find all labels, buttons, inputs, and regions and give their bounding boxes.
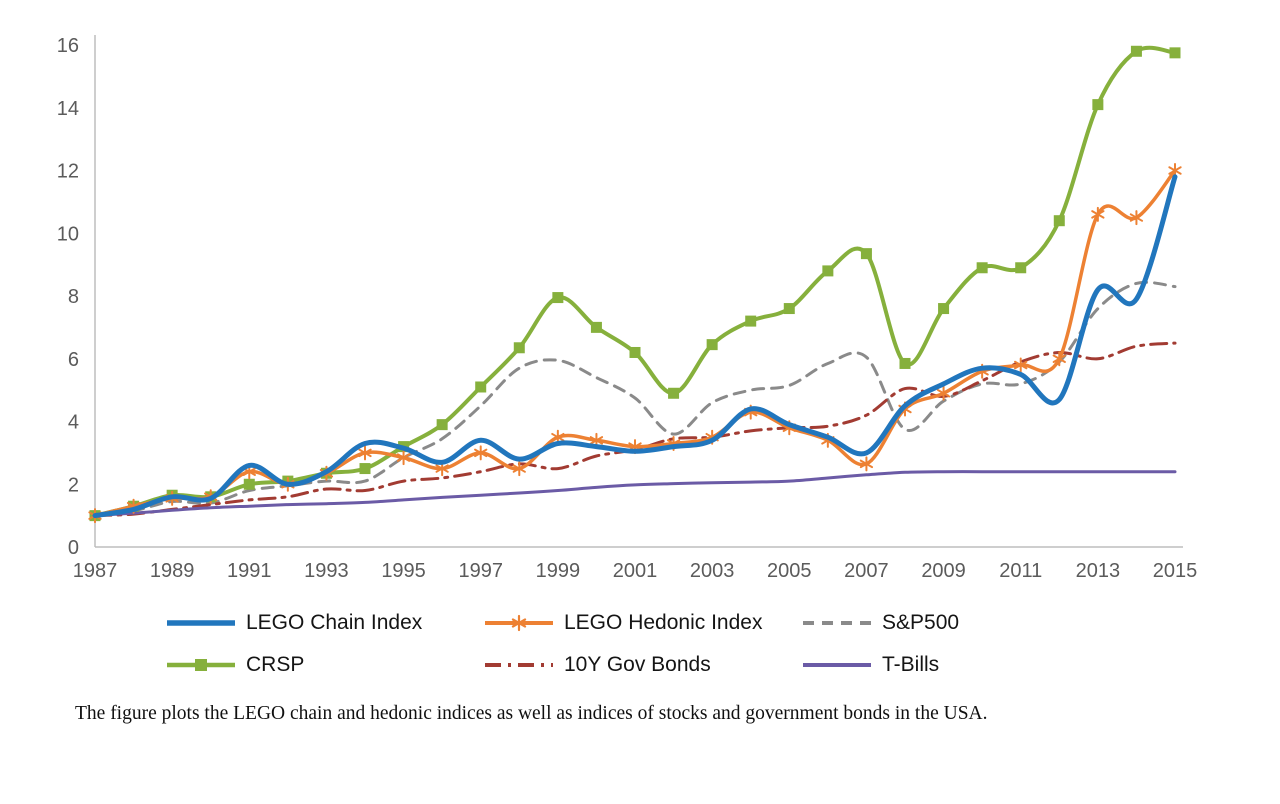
x-tick-label: 1989 (150, 560, 195, 582)
x-tick-label: 2015 (1153, 560, 1198, 582)
square-marker-icon (590, 321, 602, 333)
legend-item-s-p500: S&P500 (801, 611, 1119, 635)
legend-swatch-crsp-icon (167, 659, 235, 671)
series-line-s-p500 (93, 280, 1177, 518)
x-tick-label: 1997 (458, 560, 503, 582)
square-marker-icon (783, 303, 795, 315)
legend-label: 10Y Gov Bonds (564, 653, 711, 676)
x-tick-label: 1993 (304, 560, 349, 582)
y-tick-label: 8 (68, 286, 79, 308)
legend-item-crsp: CRSP (165, 653, 483, 677)
legend-swatch-s-p500-icon (803, 621, 871, 625)
square-marker-icon (745, 315, 757, 327)
square-marker-icon (668, 387, 680, 399)
x-tick-label: 2003 (690, 560, 735, 582)
asterisk-marker-icon (859, 456, 874, 472)
asterisk-marker-icon (1091, 206, 1105, 222)
y-tick-label: 10 (57, 223, 79, 245)
square-marker-icon (436, 419, 448, 431)
square-marker-icon (899, 357, 911, 369)
legend-swatch-lego-hedonic-index-icon (485, 614, 553, 632)
legend-item-lego-chain-index: LEGO Chain Index (165, 611, 483, 635)
series-line-10y-gov-bonds (93, 341, 1177, 518)
square-marker-icon (938, 303, 950, 315)
square-marker-icon (359, 463, 371, 475)
legend-label: T-Bills (882, 653, 940, 676)
legend-label: LEGO Hedonic Index (564, 611, 763, 634)
asterisk-marker-icon (512, 461, 526, 477)
legend-item-t-bills: T-Bills (801, 653, 1119, 677)
square-marker-icon (1053, 215, 1065, 227)
square-marker-icon (822, 265, 834, 277)
x-tick-label: 2013 (1076, 560, 1121, 582)
square-marker-icon (475, 381, 487, 393)
asterisk-marker-icon (1014, 357, 1028, 373)
asterisk-marker-icon (358, 445, 372, 461)
asterisk-marker-icon (1052, 351, 1066, 367)
legend-swatch-t-bills-icon (803, 663, 871, 667)
x-tick-label: 1995 (381, 560, 426, 582)
legend-swatch-lego-chain-index-icon (167, 620, 235, 626)
y-tick-label: 2 (68, 474, 79, 496)
asterisk-marker-icon (511, 614, 527, 632)
legend-row: CRSP 10Y Gov Bonds T-Bills (0, 644, 1280, 686)
asterisk-marker-icon (936, 385, 951, 401)
square-marker-icon (1015, 262, 1027, 274)
square-marker-icon (860, 248, 872, 260)
square-marker-icon (552, 292, 564, 304)
x-tick-label: 1999 (536, 560, 581, 582)
legend-row: LEGO Chain Index LEGO Hedonic Index S&P500 (0, 602, 1280, 644)
series-line-t-bills (93, 470, 1177, 518)
legend-label: CRSP (246, 653, 305, 676)
square-marker-icon (629, 346, 641, 358)
x-tick-label: 1991 (227, 560, 272, 582)
asterisk-marker-icon (396, 450, 411, 466)
asterisk-marker-icon (474, 445, 488, 461)
square-marker-icon (243, 478, 255, 490)
square-marker-icon (1092, 99, 1104, 111)
x-tick-label: 2005 (767, 560, 812, 582)
asterisk-marker-icon (1129, 210, 1144, 226)
square-marker-icon (1130, 45, 1142, 57)
y-tick-label: 4 (68, 412, 79, 434)
legend-item-10y-gov-bonds: 10Y Gov Bonds (483, 653, 801, 677)
y-tick-label: 6 (68, 349, 79, 371)
y-tick-label: 16 (57, 35, 79, 57)
square-marker-icon (513, 342, 525, 354)
square-marker-icon (706, 339, 718, 351)
legend-swatch-10y-gov-bonds-icon (485, 663, 553, 667)
square-marker-icon (1169, 47, 1181, 59)
y-tick-label: 0 (68, 537, 79, 559)
x-tick-label: 2001 (613, 560, 658, 582)
x-tick-label: 2007 (844, 560, 889, 582)
y-tick-label: 14 (57, 98, 79, 120)
y-tick-label: 12 (57, 161, 79, 183)
x-tick-label: 1987 (73, 560, 118, 582)
x-tick-label: 2009 (921, 560, 966, 582)
figure-caption: The figure plots the LEGO chain and hedo… (75, 703, 988, 724)
chart-svg: 0 2 4 6 8 10 12 14 16 1987 1989 1991 1993 1995 1997 199… (57, 35, 1198, 582)
series-line-lego-chain-index (92, 174, 1178, 519)
legend-item-lego-hedonic-index: LEGO Hedonic Index (483, 611, 801, 635)
square-marker-icon (976, 262, 988, 274)
chart-legend: LEGO Chain Index LEGO Hedonic Index S&P500… (0, 602, 1280, 686)
legend-label: LEGO Chain Index (246, 611, 423, 634)
x-tick-label: 2011 (999, 560, 1042, 582)
legend-label: S&P500 (882, 611, 960, 634)
